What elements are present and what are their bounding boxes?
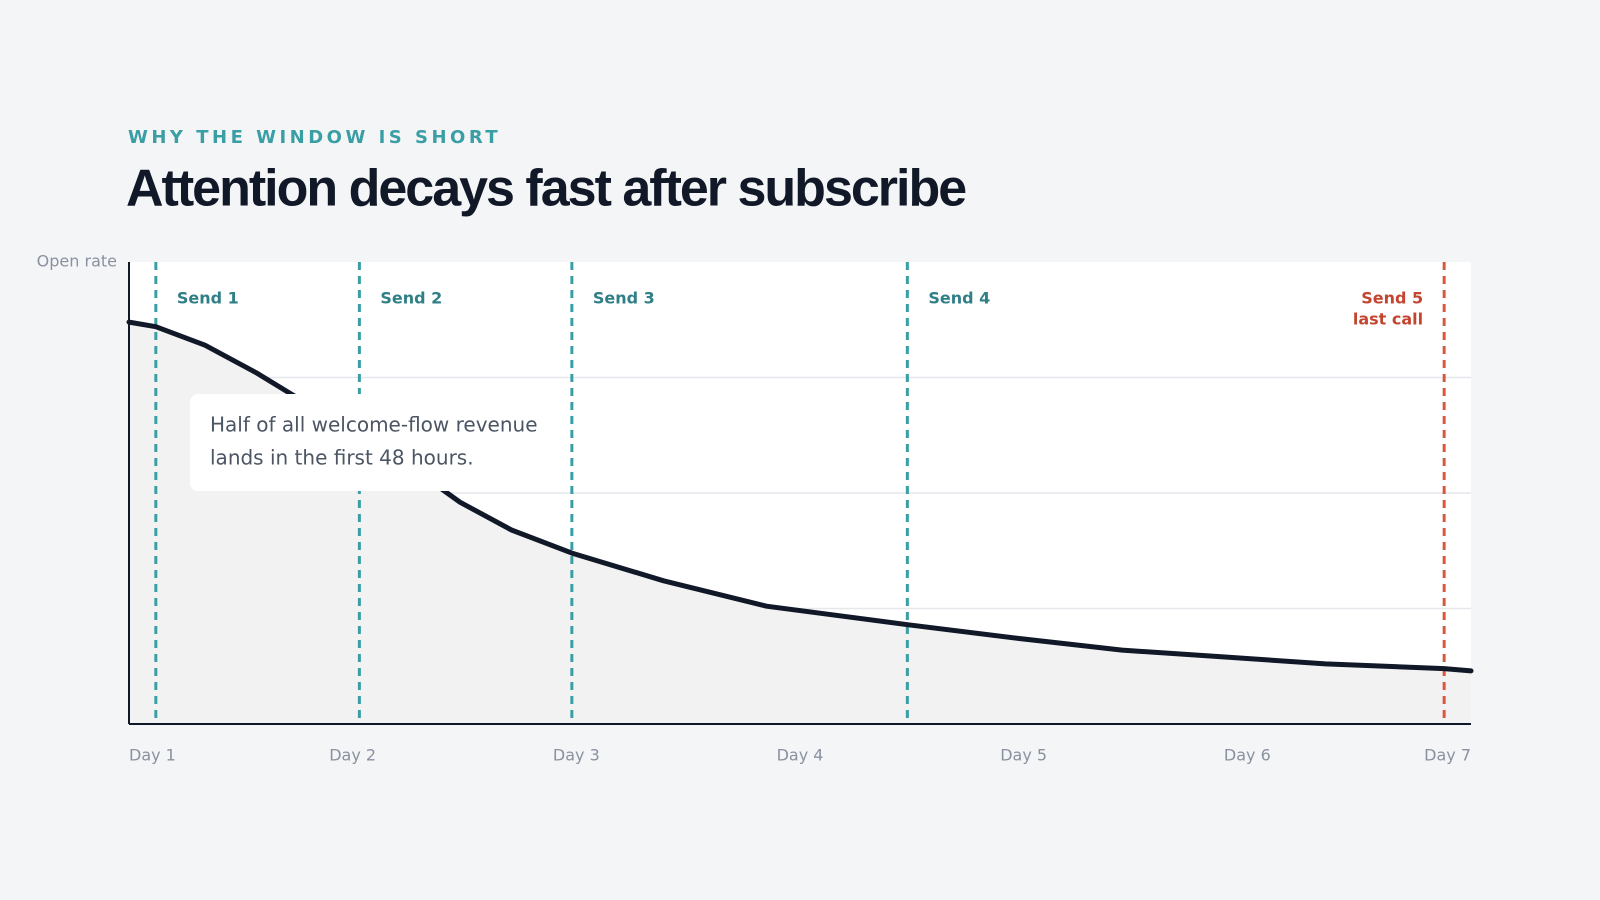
send-label: Send 1 — [177, 289, 239, 308]
callout-box — [190, 394, 555, 491]
x-tick-label: Day 3 — [553, 746, 600, 765]
x-tick-label: Day 7 — [1424, 746, 1471, 765]
x-tick-label: Day 2 — [329, 746, 376, 765]
area-fill — [129, 322, 1471, 724]
x-tick-label: Day 4 — [777, 746, 824, 765]
callout-text: Half of all welcome-flow revenue — [210, 413, 538, 437]
send-label: last call — [1353, 310, 1423, 329]
x-tick-label: Day 6 — [1224, 746, 1271, 765]
chart-title: Attention decays fast after subscribe — [126, 160, 966, 218]
send-label: Send 4 — [928, 289, 990, 308]
y-axis-label: Open rate — [37, 252, 117, 271]
send-label: Send 2 — [380, 289, 442, 308]
x-tick-label: Day 5 — [1000, 746, 1047, 765]
x-tick-label: Day 1 — [129, 746, 176, 765]
send-label: Send 5 — [1361, 289, 1423, 308]
callout-text: lands in the first 48 hours. — [210, 446, 474, 470]
eyebrow: WHY THE WINDOW IS SHORT — [128, 127, 501, 148]
send-label: Send 3 — [593, 289, 655, 308]
decay-line — [126, 319, 1474, 674]
